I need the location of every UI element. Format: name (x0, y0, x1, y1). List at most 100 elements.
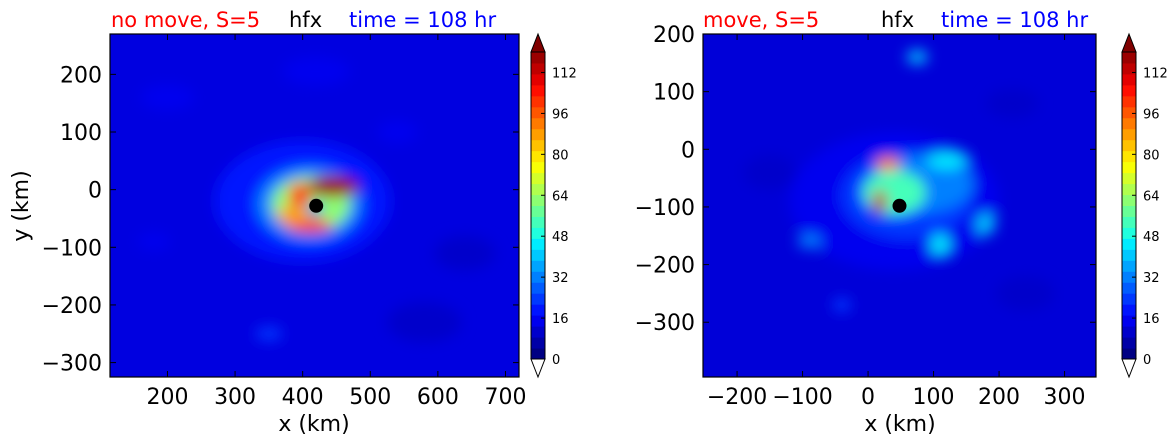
y-tick-label: 100 (60, 121, 102, 146)
colorbar-tick-label: 0 (1143, 353, 1151, 368)
colorbar-level (531, 282, 545, 294)
y-tick-label: −100 (635, 196, 695, 221)
colorbar-frame (530, 51, 546, 360)
colorbar-level (531, 216, 545, 228)
colorbar-extend-max (530, 32, 546, 53)
colorbar-tick-label: 112 (552, 66, 577, 81)
x-axis-label: x (km) (864, 412, 935, 437)
field-feature (832, 298, 852, 312)
y-tick-label: −300 (635, 311, 695, 336)
colorbar-level (531, 348, 545, 360)
panel-title-right: time = 108 hr (349, 8, 496, 32)
colorbar-level (1122, 183, 1136, 196)
colorbar-level (1122, 271, 1136, 283)
colorbar-level (1122, 249, 1136, 261)
field-feature (930, 234, 950, 255)
x-tick-label: −200 (707, 385, 767, 410)
colorbar-level (1122, 95, 1136, 108)
colorbar-level (1122, 348, 1136, 360)
field-feature (875, 156, 900, 171)
colorbar-level (531, 139, 545, 152)
y-tick-label: 200 (60, 63, 102, 88)
colorbar-level (1122, 128, 1136, 141)
colorbar-level (531, 128, 545, 141)
field-feature (434, 235, 496, 271)
colorbar-level (531, 95, 545, 108)
colorbar-level (1122, 150, 1136, 163)
field-feature (743, 155, 797, 190)
x-tick-label: 200 (146, 385, 188, 410)
colorbar-level (1122, 52, 1136, 64)
field-feature (282, 57, 350, 86)
panel-title-center: hfx (289, 8, 322, 32)
x-tick-label: 300 (214, 385, 256, 410)
axis-ticks: 200 300 400 500 600 700 200 100 0 −100 −200 −300 (42, 34, 526, 410)
y-tick-label: −200 (42, 294, 102, 319)
y-axis-label: y (km) (9, 170, 34, 241)
y-tick-label: −200 (635, 254, 695, 279)
colorbar-level (1122, 315, 1136, 327)
colorbar-level (531, 84, 545, 97)
colorbar-level (531, 315, 545, 327)
x-tick-label: 600 (417, 385, 459, 410)
x-tick-label: 500 (349, 385, 391, 410)
colorbar-level (1122, 326, 1136, 338)
colorbar-tick-label: 80 (552, 148, 569, 163)
colorbar-level (1122, 117, 1136, 130)
colorbar-level (1122, 106, 1136, 119)
colorbar-level (1122, 73, 1136, 86)
field-feature (995, 276, 1055, 311)
colorbar-level (531, 227, 545, 239)
heatmap-area (703, 34, 1096, 377)
colorbar-tick-label: 16 (552, 312, 569, 327)
colorbar-extend-min (1121, 358, 1137, 379)
colorbar-level (531, 106, 545, 119)
field-feature (140, 84, 195, 111)
colorbar-level (1122, 216, 1136, 228)
colorbar-level (531, 161, 545, 174)
field-feature (288, 182, 311, 209)
x-axis-label: x (km) (278, 412, 349, 437)
colorbar-level (1122, 337, 1136, 349)
colorbar-level (1122, 293, 1136, 305)
colorbar-level (531, 62, 545, 75)
y-tick-label: 0 (681, 138, 695, 163)
colorbar-level (531, 238, 545, 250)
colorbar-level (531, 260, 545, 272)
panel-no-move: no move, S=5 hfx time = 108 hr 200 300 400… (9, 8, 526, 437)
colorbar-level (531, 117, 545, 130)
panel-move: move, S=5 hfx time = 108 hr −200 −100 0 100… (635, 8, 1097, 437)
colorbar-tick-label: 32 (552, 271, 569, 286)
field-feature (985, 88, 1039, 118)
panel-title-right: time = 108 hr (941, 8, 1088, 32)
panel-title-left: no move, S=5 (111, 8, 260, 32)
colorbar-right: 0 16 32 48 64 80 96 112 (1121, 32, 1168, 379)
colorbar-frame (1121, 51, 1137, 360)
field-feature (927, 152, 967, 169)
colorbar-extend-max (1121, 32, 1137, 53)
colorbar-tick-label: 64 (552, 189, 569, 204)
colorbar-level (1122, 205, 1136, 217)
field-feature (255, 326, 283, 341)
colorbar-level (531, 205, 545, 217)
colorbar-tick-label: 112 (1143, 66, 1168, 81)
y-tick-label: −100 (42, 236, 102, 261)
colorbar-tick-label: 48 (552, 230, 569, 245)
colorbar-level (531, 271, 545, 283)
panel-title-center: hfx (881, 8, 914, 32)
heatmap-field (137, 57, 496, 343)
colorbar-tick-label: 96 (1143, 107, 1160, 122)
x-tick-label: 700 (484, 385, 526, 410)
colorbar-level (531, 150, 545, 163)
field-feature (277, 206, 308, 225)
colorbar-level (531, 249, 545, 261)
colorbar-level (1122, 62, 1136, 75)
field-feature (137, 232, 171, 251)
x-tick-label: 200 (978, 385, 1020, 410)
storm-center-marker (309, 198, 324, 213)
panel-title-left: move, S=5 (703, 8, 819, 32)
storm-center-marker (892, 198, 907, 213)
colorbar-tick-label: 32 (1143, 271, 1160, 286)
